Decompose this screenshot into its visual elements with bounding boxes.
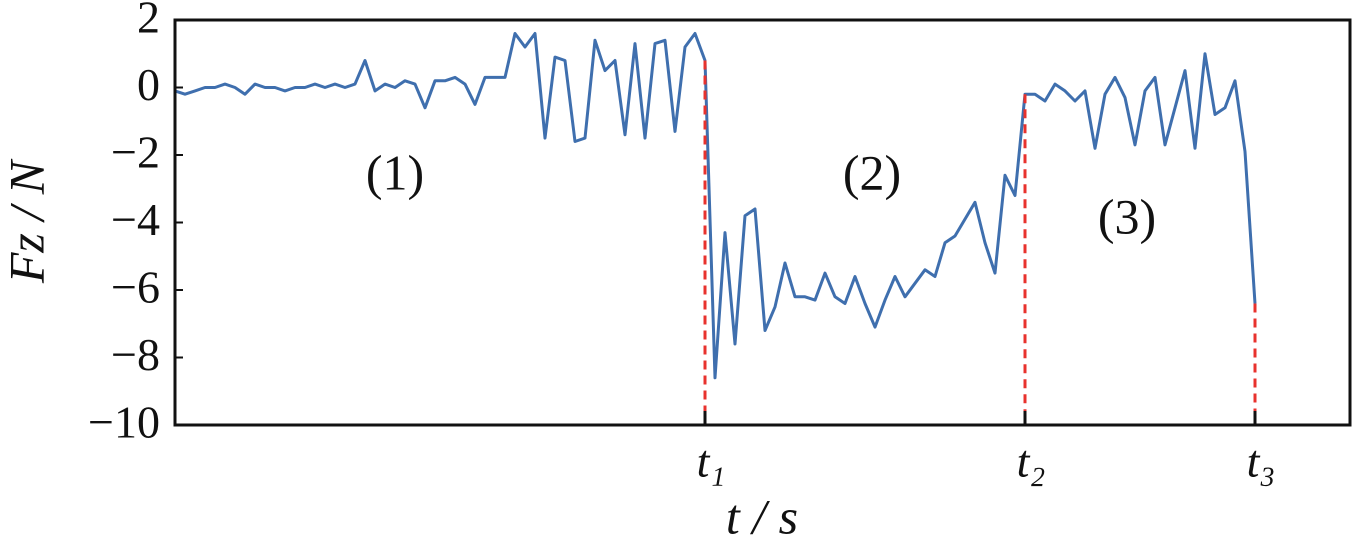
x-tick-label: t₃ [1247, 436, 1276, 487]
y-axis-label: Fz / N [0, 158, 54, 284]
y-tick-label: −4 [111, 194, 160, 245]
region-label: (3) [1098, 188, 1156, 244]
region-label: (2) [843, 144, 901, 200]
x-tick-label: t₁ [697, 436, 726, 487]
y-tick-label: 0 [137, 59, 160, 110]
region-label: (1) [366, 144, 424, 200]
y-tick-label: 2 [137, 0, 160, 43]
y-tick-label: −10 [88, 397, 160, 448]
x-axis-label: t / s [726, 488, 798, 544]
y-tick-label: −6 [111, 262, 160, 313]
data-line [174, 32, 1257, 380]
y-tick-label: −8 [111, 329, 160, 380]
plot-frame [173, 18, 1352, 427]
x-tick-label: t₂ [1017, 436, 1046, 487]
y-tick-label: −2 [111, 127, 160, 178]
